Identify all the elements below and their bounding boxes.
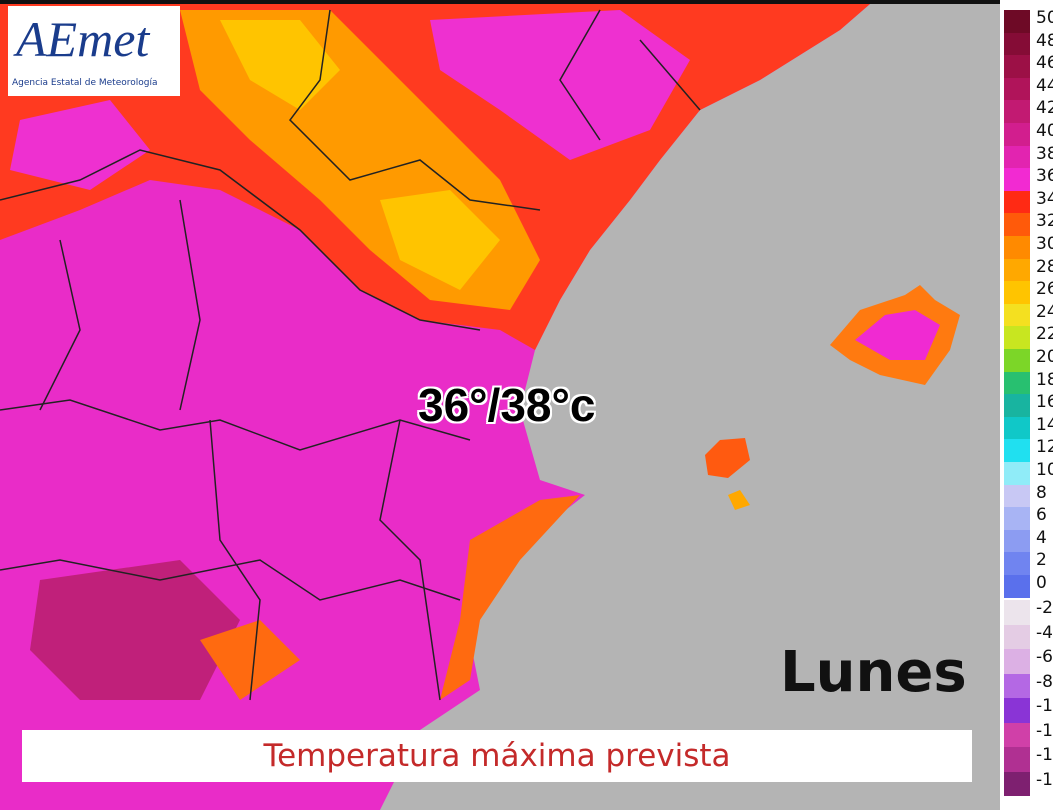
- logo-name: AEmet: [16, 11, 150, 67]
- legend-swatch: [1004, 624, 1030, 649]
- land-dark: [30, 560, 240, 700]
- borders: [0, 9, 701, 701]
- land-patch: [10, 10, 690, 190]
- legend-swatch: [1004, 394, 1030, 417]
- legend-label: 38: [1036, 143, 1053, 164]
- legend-label: -4: [1036, 622, 1053, 643]
- map: [0, 0, 1000, 810]
- border: [39, 199, 201, 411]
- legend-label: -16: [1036, 769, 1053, 790]
- legend-swatch: [1004, 123, 1030, 146]
- legend-label: 36: [1036, 166, 1053, 187]
- legend-label: -8: [1036, 671, 1053, 692]
- legend-swatch: [1004, 303, 1030, 327]
- legend: 50 48 46 44 42 40 38 36 34 32 30 28 26 24 22 20 18 16 14 12…: [1000, 8, 1053, 810]
- legend-swatch: [1004, 439, 1030, 462]
- legend-label: 34: [1036, 188, 1053, 209]
- legend-label: 12: [1036, 437, 1053, 458]
- legend-label: 0: [1036, 573, 1047, 593]
- legend-swatch: [1004, 349, 1030, 372]
- logo: AEmet Agencia Estatal de Meteorología: [8, 6, 180, 96]
- legend-swatch: [1004, 281, 1030, 304]
- mallorca-inland: [855, 310, 940, 360]
- legend-swatch: [1004, 484, 1030, 508]
- legend-label: 28: [1036, 256, 1053, 277]
- legend-label: 20: [1036, 347, 1053, 367]
- ibiza: [705, 438, 750, 478]
- legend-label: 14: [1036, 414, 1053, 435]
- legend-label: -10: [1036, 696, 1053, 716]
- legend-label: 22: [1036, 324, 1053, 345]
- top-border: [0, 0, 1000, 4]
- caption: Temperatura máxima prevista: [22, 730, 972, 782]
- land-hottest: [220, 20, 500, 290]
- legend-swatch: [1004, 552, 1030, 575]
- legend-label: 8: [1036, 482, 1047, 503]
- legend-swatch: [1004, 722, 1030, 747]
- legend-swatch: [1004, 462, 1030, 485]
- legend-swatch: [1004, 100, 1030, 123]
- border: [0, 559, 461, 601]
- legend-swatch: [1004, 32, 1030, 56]
- logo-agency: Agencia Estatal de Meteorología: [12, 78, 158, 88]
- legend-swatch: [1004, 529, 1030, 553]
- legend-label: 40: [1036, 121, 1053, 141]
- legend-swatch: [1004, 600, 1030, 625]
- border: [289, 9, 541, 211]
- day-label: Lunes: [780, 640, 967, 705]
- land-coast: [200, 495, 580, 700]
- legend-swatch: [1004, 55, 1030, 78]
- legend-swatch: [1004, 698, 1030, 723]
- legend-swatch: [1004, 145, 1030, 169]
- legend-swatch: [1004, 673, 1030, 698]
- legend-label: 16: [1036, 392, 1053, 413]
- legend-label: -6: [1036, 647, 1053, 667]
- legend-swatch: [1004, 213, 1030, 236]
- legend-label: 50: [1036, 8, 1053, 28]
- formentera: [728, 490, 750, 510]
- legend-swatch: [1004, 507, 1030, 530]
- legend-swatch: [1004, 190, 1030, 214]
- legend-label: 30: [1036, 234, 1053, 254]
- legend-label: 32: [1036, 211, 1053, 232]
- legend-label: 4: [1036, 527, 1047, 548]
- legend-swatch: [1004, 575, 1030, 598]
- legend-label: 42: [1036, 98, 1053, 119]
- legend-swatch: [1004, 258, 1030, 282]
- legend-swatch: [1004, 77, 1030, 101]
- legend-swatch: [1004, 371, 1030, 395]
- legend-swatch: [1004, 771, 1030, 796]
- legend-label: 18: [1036, 369, 1053, 390]
- legend-label: -2: [1036, 598, 1053, 618]
- legend-swatch: [1004, 326, 1030, 349]
- legend-swatch: [1004, 747, 1030, 772]
- border: [209, 419, 441, 701]
- legend-label: 2: [1036, 550, 1047, 571]
- legend-swatch: [1004, 416, 1030, 440]
- legend-swatch: [1004, 649, 1030, 674]
- legend-swatch: [1004, 10, 1030, 33]
- legend-label: 24: [1036, 301, 1053, 322]
- legend-swatch: [1004, 168, 1030, 191]
- legend-label: 48: [1036, 30, 1053, 51]
- legend-swatch: [1004, 236, 1030, 259]
- legend-label: 26: [1036, 279, 1053, 300]
- legend-label: 44: [1036, 75, 1053, 96]
- legend-label: 6: [1036, 505, 1047, 526]
- border: [559, 9, 701, 141]
- border: [0, 149, 481, 331]
- legend-label: -12: [1036, 720, 1053, 741]
- legend-label: 10: [1036, 460, 1053, 480]
- legend-label: -14: [1036, 745, 1053, 765]
- legend-label: 46: [1036, 53, 1053, 74]
- annotation: 36°/38°c: [418, 379, 596, 431]
